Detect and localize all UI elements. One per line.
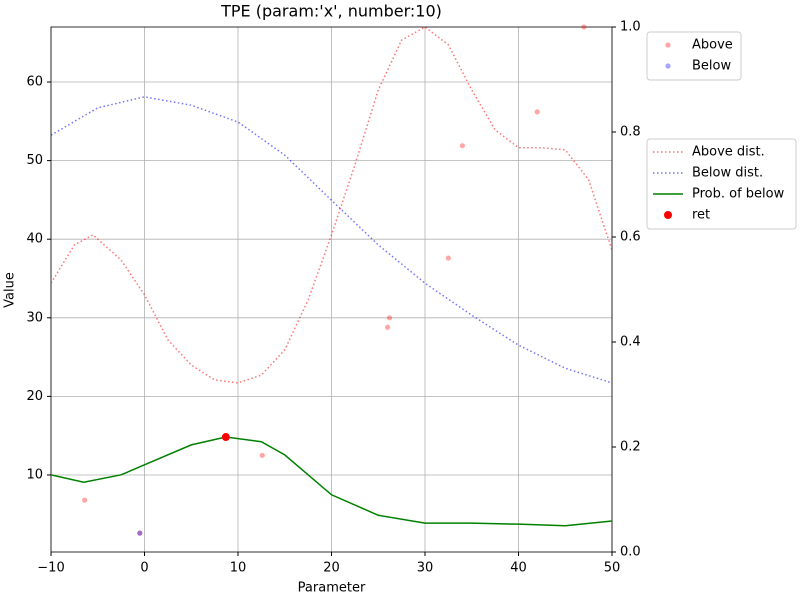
legend-label: ret [692,208,710,223]
data-line [51,26,612,384]
y2-tick-label: 0.6 [620,230,641,245]
legend-marker [665,42,671,48]
plot-frame [50,26,613,553]
y2-tick-label: 0.0 [620,545,641,560]
data-point [581,24,587,30]
x-tick-label: 20 [323,561,340,576]
y-tick-label: 10 [26,467,43,482]
data-point [459,143,465,149]
y-tick-label: 20 [26,389,43,404]
data-point [137,530,143,536]
y-tick-label: 40 [26,232,43,247]
data-point [386,315,393,321]
y-axis-label: Value [3,272,18,308]
data-point [221,433,230,442]
legend-label: Below dist. [692,166,763,181]
x-tick-label: 50 [604,561,621,576]
data-point [137,530,143,536]
data-point [259,452,265,458]
x-tick-label: −10 [37,561,64,576]
x-axis-label: Parameter [298,581,366,596]
legend-box [646,31,742,81]
y2-tick-label: 1.0 [620,20,641,35]
data-point [385,324,391,330]
data-point [534,109,540,115]
x-tick-label: 40 [510,561,527,576]
data-line [51,436,612,527]
legend-box [646,138,797,230]
legend-label: Above dist. [692,145,765,160]
x-tick-label: 10 [230,561,247,576]
y-tick-label: 50 [26,153,43,168]
y-tick-label: 30 [26,310,43,325]
y2-tick-label: 0.8 [620,125,641,140]
legend-marker [665,63,671,69]
chart-title: TPE (param:'x', number:10) [220,2,442,21]
legend-label: Prob. of below [692,187,785,202]
y-tick-label: 60 [26,75,43,90]
data-point [445,255,451,261]
legend-marker [664,211,672,219]
x-tick-label: 0 [140,561,148,576]
legend-label: Below [692,59,731,74]
y2-tick-label: 0.4 [620,335,641,350]
y2-tick-label: 0.2 [620,440,641,455]
data-point [82,497,88,503]
legend-label: Above [692,38,733,53]
x-tick-label: 30 [417,561,434,576]
